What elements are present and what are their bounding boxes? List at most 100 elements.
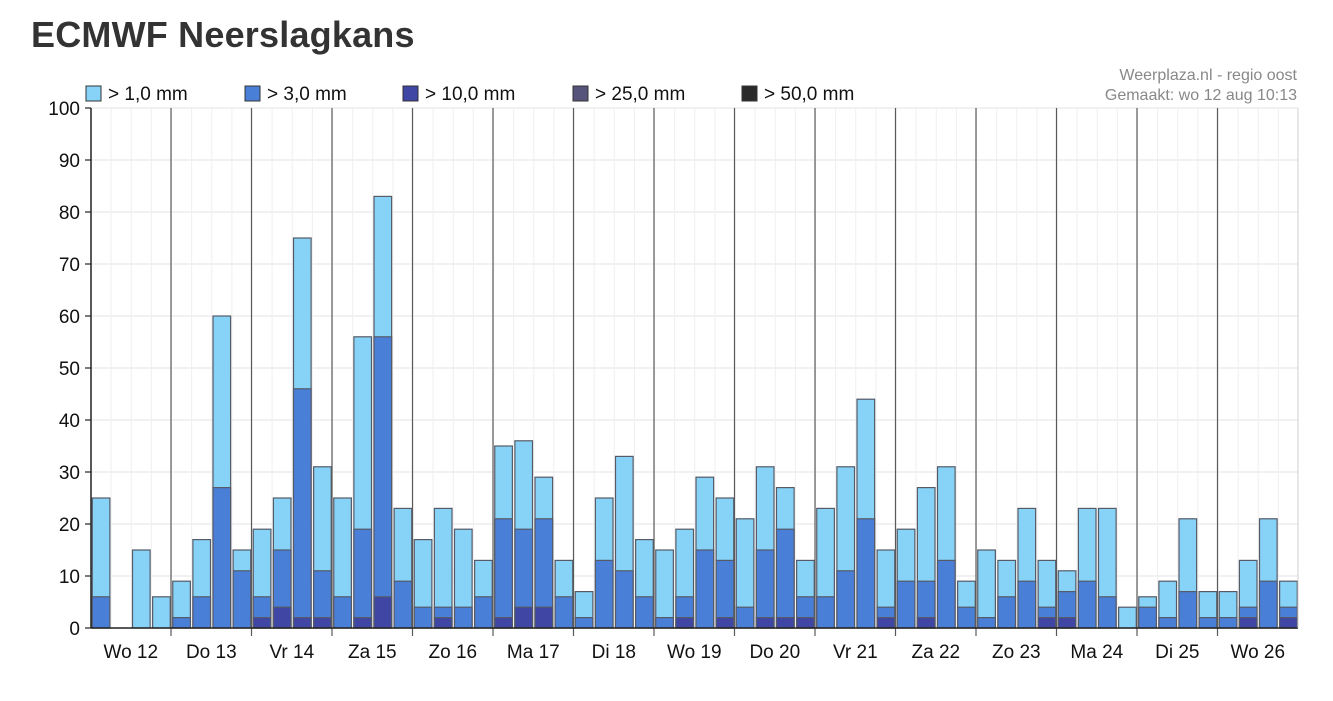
bar-s1-20 bbox=[494, 518, 513, 629]
bar-s2-11 bbox=[313, 616, 332, 629]
bar-s1-7 bbox=[232, 570, 252, 629]
legend-label: > 10,0 mm bbox=[425, 84, 515, 105]
legend-label: > 25,0 mm bbox=[595, 84, 685, 105]
y-tick-label: 10 bbox=[59, 567, 80, 588]
bar-s1-36 bbox=[816, 596, 835, 629]
bar-s1-24 bbox=[574, 616, 594, 629]
bar-s2-13 bbox=[353, 616, 373, 629]
bar-s2-41 bbox=[916, 616, 936, 629]
grid bbox=[90, 107, 1298, 629]
bar-s2-9 bbox=[272, 606, 292, 629]
x-tick-label: Di 25 bbox=[1155, 642, 1199, 663]
bar-s0-44 bbox=[977, 549, 996, 629]
bar-s1-52 bbox=[1138, 606, 1157, 629]
created-timestamp: Gemaakt: wo 12 aug 10:13 bbox=[1105, 87, 1297, 104]
bar-s0-2 bbox=[131, 549, 151, 629]
bar-s2-21 bbox=[514, 606, 534, 629]
bar-s2-35 bbox=[796, 616, 815, 629]
y-tick-label: 20 bbox=[59, 515, 80, 536]
y-tick-label: 100 bbox=[48, 99, 80, 120]
bar-s2-14 bbox=[373, 596, 393, 629]
bar-s1-13 bbox=[353, 528, 373, 629]
x-tick-label: Vr 14 bbox=[269, 642, 314, 663]
bar-s1-42 bbox=[936, 559, 956, 629]
bar-s1-23 bbox=[554, 596, 574, 629]
bar-s1-14 bbox=[373, 336, 393, 629]
bar-s1-53 bbox=[1158, 616, 1178, 629]
bar-s2-33 bbox=[755, 616, 775, 629]
bar-s1-38 bbox=[856, 518, 876, 629]
legend-swatch bbox=[572, 85, 589, 102]
bar-s2-8 bbox=[252, 616, 272, 629]
day-separators bbox=[170, 108, 1219, 636]
bar-s2-39 bbox=[876, 616, 896, 629]
x-tick-label: Do 13 bbox=[186, 642, 237, 663]
bar-s0-51 bbox=[1118, 606, 1137, 629]
bar-s1-40 bbox=[896, 580, 916, 629]
bar-s1-12 bbox=[333, 596, 352, 629]
bar-s1-56 bbox=[1218, 616, 1238, 629]
y-tick-label: 70 bbox=[59, 255, 80, 276]
bar-s1-32 bbox=[735, 606, 755, 629]
bar-s1-26 bbox=[614, 570, 634, 629]
legend-label: > 3,0 mm bbox=[267, 84, 347, 105]
bar-s1-0 bbox=[91, 596, 111, 629]
bar-s2-57 bbox=[1238, 616, 1258, 629]
bar-s1-43 bbox=[957, 606, 976, 629]
bar-s1-46 bbox=[1017, 580, 1037, 629]
x-tick-label: Za 22 bbox=[912, 642, 961, 663]
bar-s1-54 bbox=[1178, 590, 1198, 629]
page-title: ECMWF Neerslagkans bbox=[31, 14, 415, 55]
bar-s1-10 bbox=[292, 388, 312, 629]
bar-s1-16 bbox=[413, 606, 433, 629]
x-tick-label: Do 20 bbox=[749, 642, 800, 663]
legend-swatch bbox=[741, 85, 758, 102]
bar-s1-28 bbox=[655, 616, 674, 629]
y-tick-label: 30 bbox=[59, 463, 80, 484]
bar-s1-33 bbox=[755, 549, 775, 629]
source-label: Weerplaza.nl - regio oost bbox=[1119, 67, 1297, 84]
y-tick-label: 90 bbox=[59, 151, 80, 172]
bar-s1-55 bbox=[1198, 616, 1218, 629]
bar-s1-37 bbox=[836, 570, 856, 629]
bar-s2-34 bbox=[775, 616, 795, 629]
bar-s2-48 bbox=[1057, 616, 1077, 629]
y-tick-label: 50 bbox=[59, 359, 80, 380]
x-tick-label: Vr 21 bbox=[833, 642, 878, 663]
bar-s1-25 bbox=[594, 559, 614, 629]
y-tick-label: 80 bbox=[59, 203, 80, 224]
bar-s1-19 bbox=[474, 596, 493, 629]
bar-s1-6 bbox=[212, 487, 232, 629]
x-tick-label: Za 15 bbox=[348, 642, 397, 663]
bars bbox=[91, 195, 1298, 629]
x-tick-label: Wo 12 bbox=[104, 642, 159, 663]
bar-s2-20 bbox=[494, 616, 513, 629]
x-tick-label: Zo 16 bbox=[429, 642, 478, 663]
x-tick-label: Ma 17 bbox=[507, 642, 560, 663]
bar-s2-59 bbox=[1279, 616, 1298, 629]
bar-s2-22 bbox=[534, 606, 554, 629]
bar-s1-58 bbox=[1258, 580, 1278, 629]
bar-s1-49 bbox=[1077, 580, 1097, 629]
x-tick-label: Zo 23 bbox=[992, 642, 1041, 663]
bar-s1-18 bbox=[453, 606, 473, 629]
bar-s1-15 bbox=[393, 580, 413, 629]
legend-label: > 1,0 mm bbox=[108, 84, 188, 105]
bar-s1-45 bbox=[997, 596, 1017, 629]
axes bbox=[85, 107, 1299, 629]
bar-s1-5 bbox=[192, 596, 212, 629]
bar-s1-34 bbox=[775, 528, 795, 629]
legend: > 1,0 mm > 3,0 mm > 10,0 mm > 25,0 mm > 50,0… bbox=[85, 84, 854, 105]
bar-s1-4 bbox=[172, 616, 191, 629]
x-tick-label: Wo 19 bbox=[667, 642, 722, 663]
bar-s0-3 bbox=[152, 596, 171, 629]
x-tick-label: Wo 26 bbox=[1231, 642, 1286, 663]
bar-s1-44 bbox=[977, 616, 996, 629]
x-tick-labels: Wo 12 Do 13 Vr 14 Za 15 Zo 16 Ma 17 Di 18 Wo 19… bbox=[104, 642, 1286, 663]
legend-swatch bbox=[85, 85, 102, 102]
bar-s2-17 bbox=[433, 616, 453, 629]
x-tick-label: Ma 24 bbox=[1070, 642, 1123, 663]
bar-s2-31 bbox=[715, 616, 735, 629]
legend-swatch bbox=[402, 85, 419, 102]
